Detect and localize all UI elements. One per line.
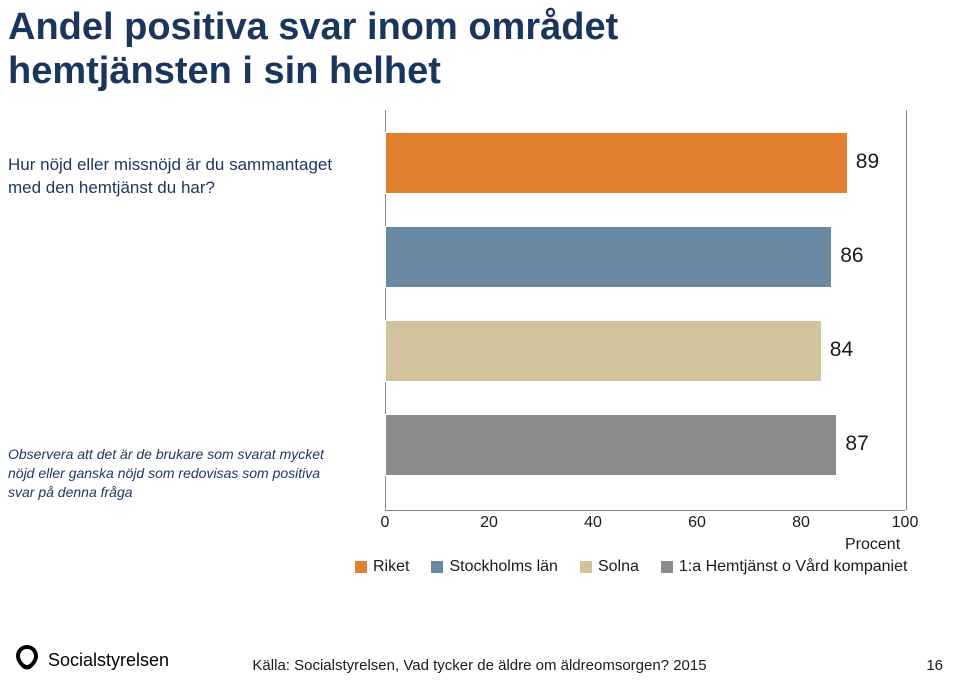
page-title: Andel positiva svar inom området hemtjän…: [8, 6, 618, 93]
bar-value-label: 87: [845, 432, 868, 456]
survey-question: Hur nöjd eller missnöjd är du sammantage…: [8, 134, 348, 200]
legend-item: Solna: [580, 558, 639, 576]
bar-value-label: 84: [830, 338, 853, 362]
legend-label: 1:a Hemtjänst o Vård kompaniet: [679, 558, 908, 576]
logo-icon: [12, 643, 42, 678]
legend-item: 1:a Hemtjänst o Vård kompaniet: [661, 558, 908, 576]
legend-label: Stockholms län: [449, 558, 558, 576]
bar: [385, 132, 848, 194]
legend-label: Solna: [598, 558, 639, 576]
x-axis: [385, 510, 905, 511]
x-tick: 20: [480, 514, 498, 532]
bar-value-label: 89: [856, 150, 879, 174]
question-block: Hur nöjd eller missnöjd är du sammantage…: [8, 134, 348, 434]
x-tick: 0: [381, 514, 390, 532]
bar-value-label: 86: [840, 244, 863, 268]
x-tick: 40: [584, 514, 602, 532]
x-tick: 80: [792, 514, 810, 532]
bar-chart: 89 86 84 87 0 20 40 60 80 100 Procent Riket Stock…: [355, 110, 945, 580]
survey-note: Observera att det är de brukare som svar…: [8, 445, 348, 502]
x-tick: 100: [892, 514, 919, 532]
bar: [385, 414, 837, 476]
note-block: Observera att det är de brukare som svar…: [8, 445, 348, 502]
legend-swatch: [431, 561, 443, 573]
source-citation: Källa: Socialstyrelsen, Vad tycker de äl…: [252, 657, 706, 674]
x-tick: 60: [688, 514, 706, 532]
axis-title: Procent: [845, 536, 900, 554]
logo-text: Socialstyrelsen: [48, 650, 169, 671]
legend-swatch: [580, 561, 592, 573]
legend-swatch: [661, 561, 673, 573]
footer: Socialstyrelsen Källa: Socialstyrelsen, …: [0, 638, 959, 678]
legend-label: Riket: [373, 558, 409, 576]
bar: [385, 320, 822, 382]
legend-item: Riket: [355, 558, 409, 576]
legend-item: Stockholms län: [431, 558, 558, 576]
legend-swatch: [355, 561, 367, 573]
bar: [385, 226, 832, 288]
bar-area: 89 86 84 87: [385, 110, 905, 510]
socialstyrelsen-logo: Socialstyrelsen: [12, 643, 169, 678]
page-number: 16: [926, 657, 943, 674]
chart-legend: Riket Stockholms län Solna 1:a Hemtjänst o …: [355, 558, 955, 576]
